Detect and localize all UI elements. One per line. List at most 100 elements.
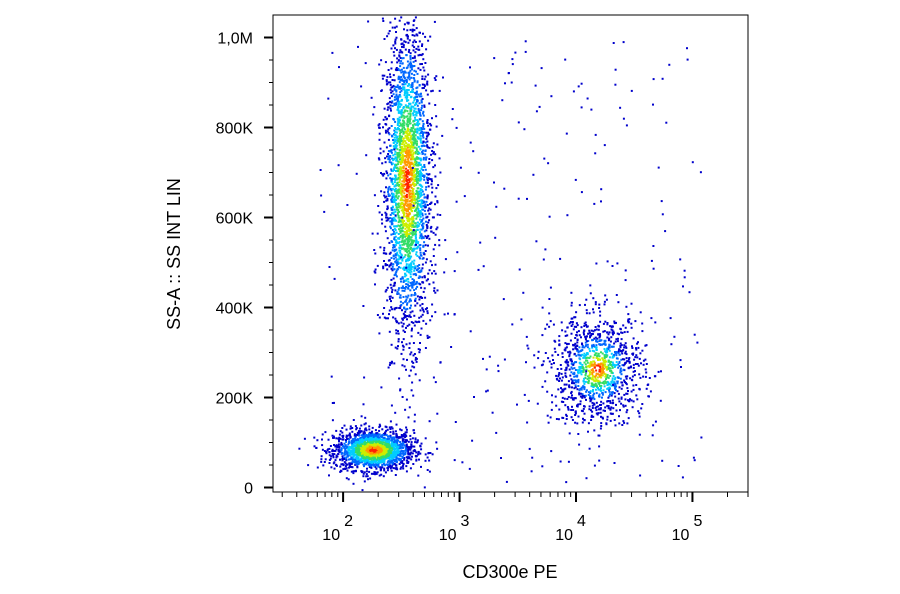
data-point (409, 86, 412, 89)
data-point (360, 458, 363, 461)
data-point (385, 79, 388, 82)
data-point (635, 394, 638, 397)
data-point (427, 452, 430, 455)
data-point (415, 357, 418, 360)
data-point (414, 142, 417, 145)
data-point (399, 95, 402, 98)
data-point (434, 272, 437, 275)
data-point (405, 154, 408, 157)
data-point (413, 110, 416, 113)
data-point (402, 107, 405, 110)
data-point (387, 449, 390, 451)
data-point (608, 387, 611, 390)
data-point (424, 453, 427, 456)
data-point (345, 428, 348, 431)
data-point (623, 393, 626, 396)
data-point (393, 246, 396, 248)
data-point (393, 79, 396, 82)
data-point (412, 91, 414, 94)
data-point (419, 215, 422, 218)
data-point (321, 438, 323, 441)
data-point (610, 352, 613, 355)
data-point (417, 225, 420, 227)
data-point (407, 89, 410, 91)
data-point (348, 434, 351, 437)
data-point (397, 444, 399, 447)
data-point (388, 252, 391, 255)
data-point (392, 139, 394, 141)
data-point (407, 294, 410, 297)
data-point (392, 316, 395, 319)
data-point (537, 357, 540, 360)
data-point (405, 431, 408, 434)
data-point (388, 313, 390, 316)
data-point (414, 130, 417, 133)
data-point (409, 266, 412, 269)
data-point (385, 463, 388, 466)
data-point (394, 163, 396, 166)
data-point (407, 448, 410, 451)
data-point (377, 456, 379, 459)
data-point (412, 127, 415, 129)
data-point (419, 170, 421, 173)
data-point (553, 347, 556, 350)
data-point (411, 28, 414, 31)
data-point (407, 21, 410, 24)
data-point (628, 318, 631, 321)
data-point (583, 346, 586, 349)
data-point (405, 238, 408, 241)
data-point (396, 291, 399, 293)
data-point (421, 112, 424, 115)
data-point (367, 436, 370, 438)
data-point (426, 83, 429, 86)
data-point (369, 443, 371, 445)
data-point (400, 246, 403, 249)
data-point (416, 206, 419, 209)
data-point (424, 308, 427, 311)
data-point (412, 119, 415, 122)
data-point (596, 337, 599, 340)
data-point (374, 444, 377, 447)
data-point (386, 435, 389, 438)
data-point (382, 252, 385, 255)
data-point (432, 216, 435, 219)
data-point (390, 101, 393, 104)
data-point (426, 194, 429, 197)
data-point (394, 103, 397, 106)
data-point (419, 176, 422, 179)
data-point (393, 307, 396, 310)
data-point (426, 197, 429, 200)
data-point (382, 20, 385, 22)
data-point (394, 232, 396, 235)
data-point (394, 144, 397, 147)
data-point (379, 460, 381, 463)
data-point (404, 145, 407, 148)
data-point (375, 432, 378, 435)
data-point (426, 225, 429, 228)
data-point (632, 400, 635, 403)
data-point (402, 66, 405, 69)
data-point (400, 224, 403, 227)
data-point (415, 87, 418, 90)
data-point (410, 95, 413, 98)
data-point (416, 142, 418, 145)
data-point (394, 68, 397, 71)
data-point (405, 131, 408, 134)
data-point (603, 300, 606, 303)
data-point (404, 446, 407, 449)
data-point (423, 241, 426, 244)
data-point (426, 227, 429, 229)
data-point (625, 346, 628, 349)
data-point (413, 104, 416, 107)
data-point (404, 254, 407, 257)
data-point (544, 380, 547, 383)
data-point (393, 54, 396, 57)
data-point (360, 452, 363, 455)
data-point (410, 217, 413, 220)
data-point (615, 351, 618, 353)
data-point (401, 317, 404, 320)
data-point (409, 369, 412, 372)
data-point (354, 453, 357, 456)
data-point (370, 445, 373, 448)
data-point (623, 331, 626, 334)
